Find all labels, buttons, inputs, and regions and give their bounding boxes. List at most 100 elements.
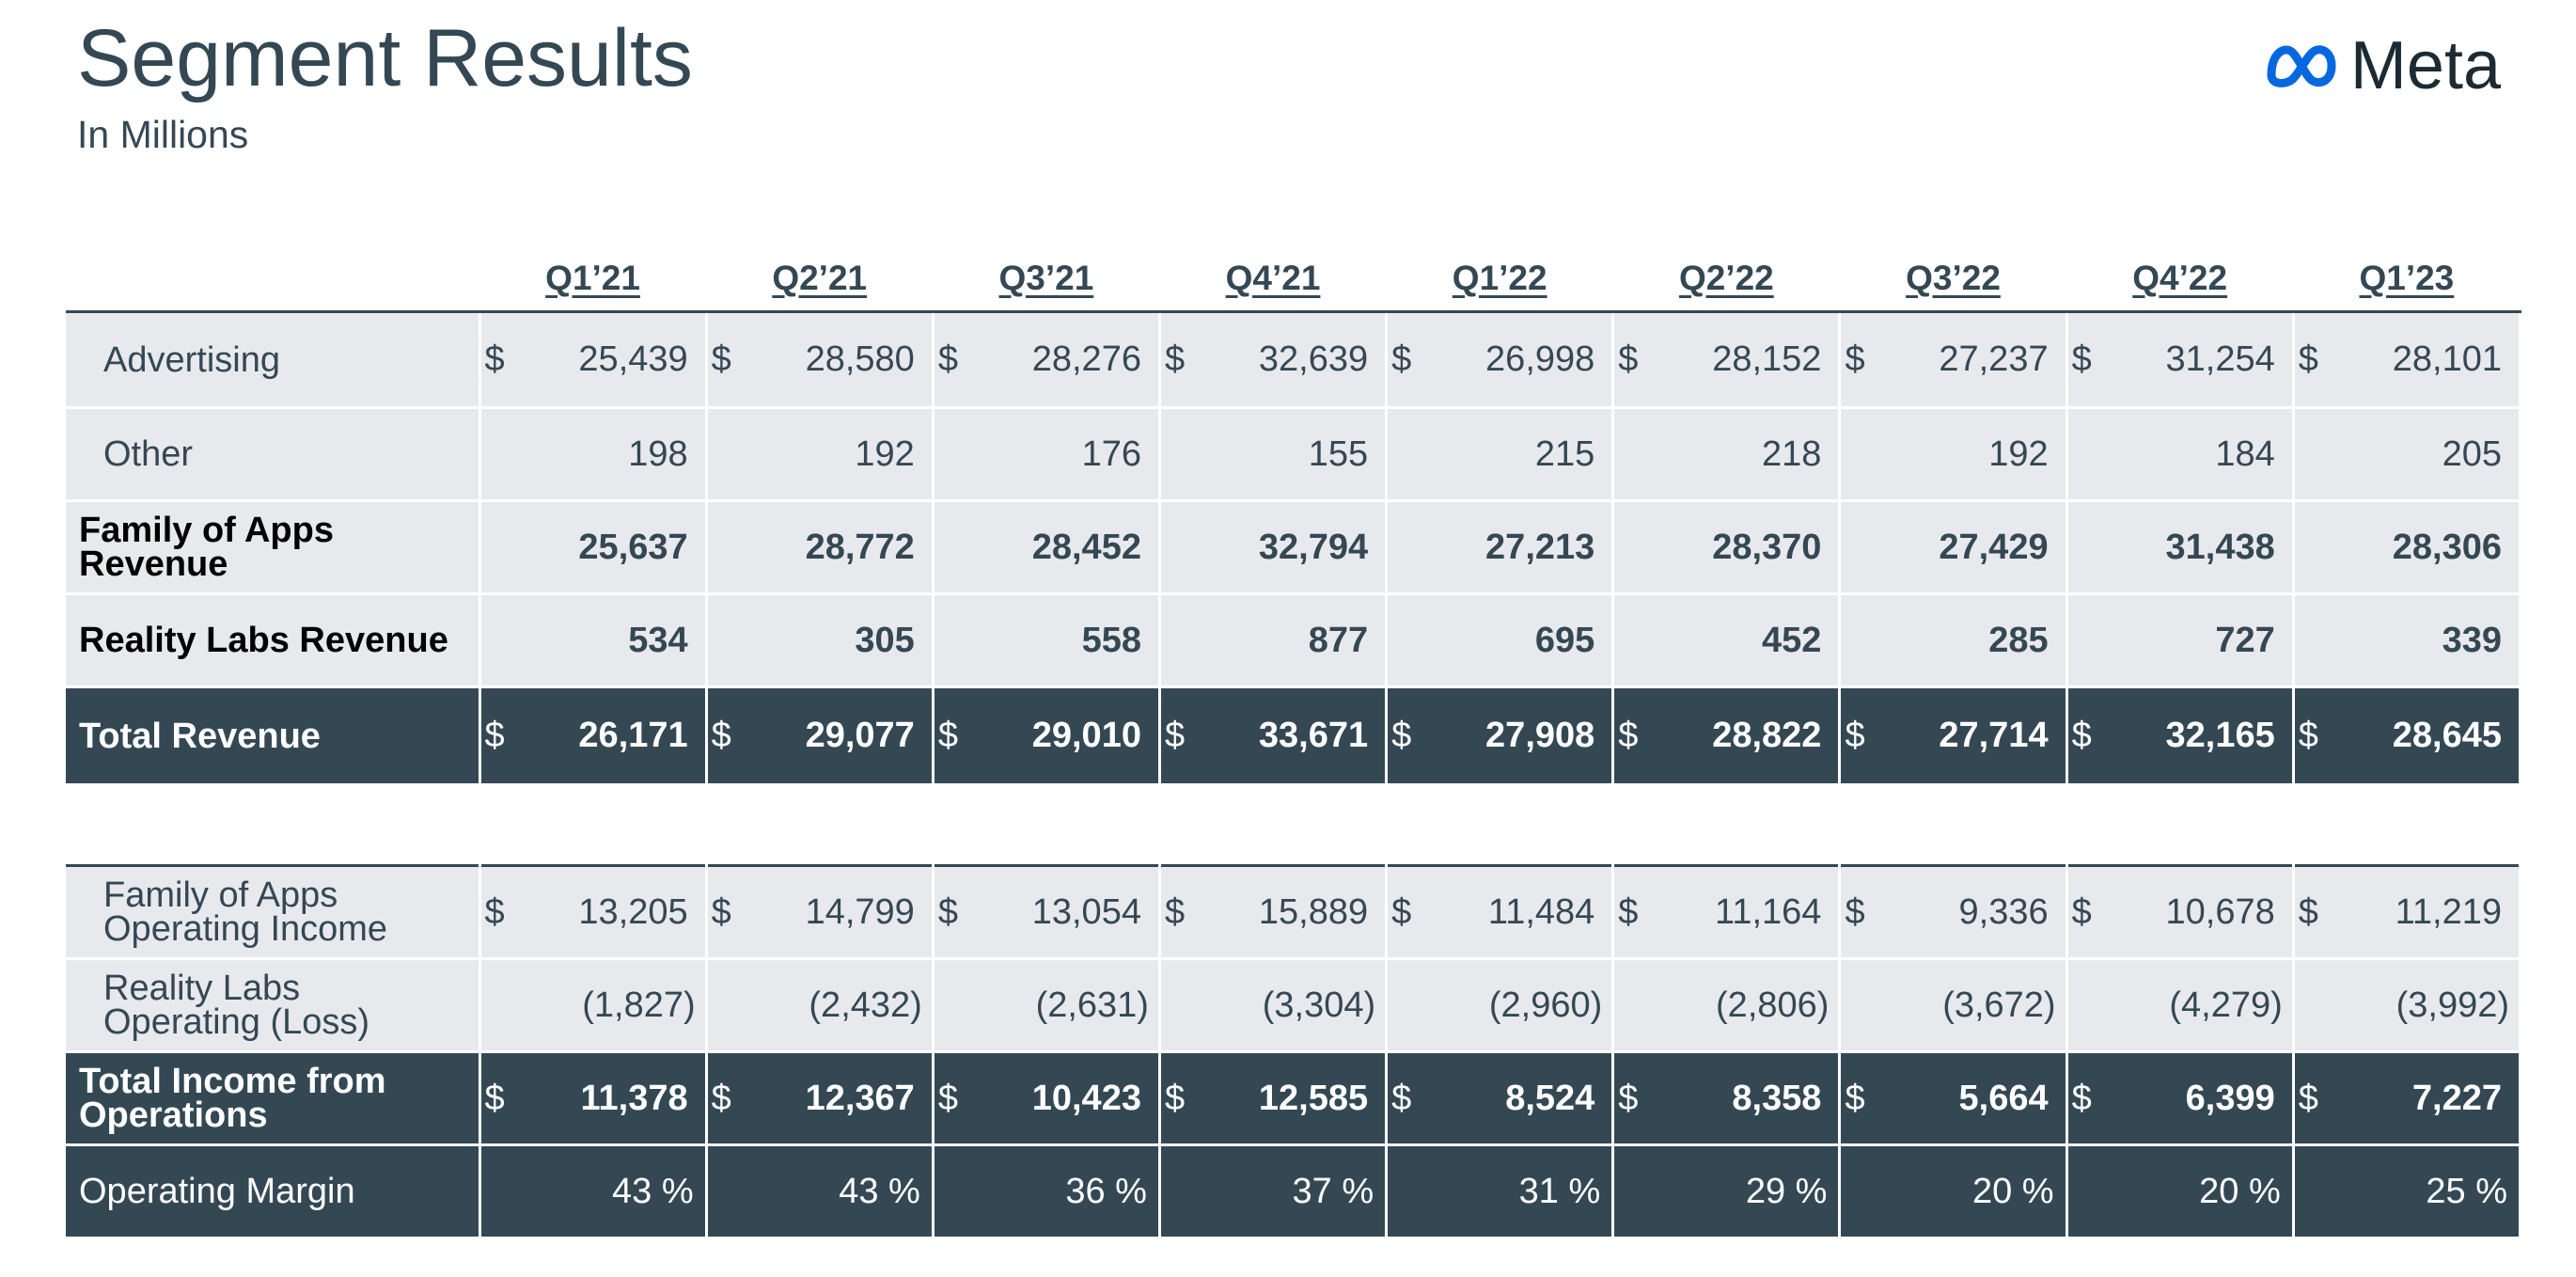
- total-row: Total Income from Operations $11,378 $12,…: [66, 1051, 2522, 1146]
- quarter-header: Q2’21: [706, 259, 934, 313]
- currency-symbol: $: [937, 891, 958, 932]
- value-cell: 155: [1159, 407, 1389, 502]
- cell-value: 558: [1081, 620, 1141, 660]
- cell-value: 28,152: [1712, 339, 1822, 379]
- cell-value: 26,171: [578, 716, 688, 755]
- currency-symbol: $: [484, 716, 505, 755]
- cell-value: (3,672): [1942, 985, 2056, 1025]
- currency-symbol: $: [1164, 339, 1186, 379]
- value-cell: 176: [933, 407, 1161, 502]
- value-cell: $12,585: [1159, 1051, 1389, 1146]
- currency-symbol: $: [2298, 716, 2318, 755]
- cell-value: 13,054: [1031, 891, 1141, 932]
- value-cell: 215: [1386, 407, 1615, 502]
- cell-value: (2,432): [809, 985, 922, 1025]
- cell-value: 28,101: [2392, 339, 2502, 379]
- value-cell: $9,336: [1839, 865, 2068, 960]
- row-label: Total Revenue: [66, 686, 481, 786]
- total-row: Total Revenue $26,171 $29,077 $29,010 $33,6…: [66, 686, 2522, 786]
- value-cell: 192: [706, 407, 935, 502]
- quarter-header: Q1’22: [1386, 259, 1613, 313]
- value-cell: 558: [933, 593, 1161, 688]
- value-cell: 32,794: [1159, 500, 1389, 595]
- currency-symbol: $: [2071, 716, 2092, 755]
- cell-value: (4,279): [2169, 985, 2283, 1025]
- quarter-header: Q1’23: [2293, 259, 2521, 313]
- quarter-header: Q1’21: [479, 259, 707, 313]
- cell-value: 10,423: [1031, 1078, 1141, 1118]
- row-label: Reality Labs Operating (Loss): [66, 958, 481, 1053]
- currency-symbol: $: [1391, 339, 1412, 379]
- cell-value: 534: [628, 620, 688, 660]
- currency-symbol: $: [711, 339, 731, 379]
- currency-symbol: $: [1618, 716, 1639, 755]
- cell-value: 33,671: [1258, 716, 1369, 755]
- value-cell: 43 %: [479, 1144, 708, 1239]
- cell-value: 218: [1762, 434, 1822, 474]
- cell-value: 192: [855, 434, 915, 474]
- value-cell: $31,254: [2066, 311, 2295, 409]
- cell-value: 9,336: [1958, 891, 2049, 932]
- currency-symbol: $: [484, 1078, 505, 1118]
- value-cell: (2,960): [1386, 958, 1615, 1053]
- currency-symbol: $: [937, 716, 958, 755]
- cell-value: 339: [2442, 620, 2502, 660]
- cell-value: 43 %: [612, 1171, 694, 1211]
- currency-symbol: $: [711, 716, 731, 755]
- cell-value: (1,827): [582, 985, 696, 1025]
- cell-value: 8,358: [1732, 1078, 1822, 1118]
- currency-symbol: $: [1391, 716, 1412, 755]
- meta-infinity-logo-icon: [2267, 45, 2336, 87]
- cell-value: 176: [1081, 434, 1141, 474]
- currency-symbol: $: [484, 339, 505, 379]
- currency-symbol: $: [2071, 1078, 2092, 1118]
- cell-value: 32,639: [1258, 339, 1369, 379]
- value-cell: (4,279): [2066, 958, 2295, 1053]
- cell-value: 13,205: [578, 891, 688, 932]
- value-cell: $32,639: [1159, 311, 1389, 409]
- value-cell: $10,678: [2066, 865, 2295, 960]
- table-row: Family of Apps Operating Income $13,205 $…: [66, 865, 2522, 960]
- meta-logo-text: Meta: [2349, 28, 2501, 103]
- value-cell: $28,152: [1612, 311, 1842, 409]
- quarter-header-row: Q1’21 Q2’21 Q3’21 Q4’21 Q1’22 Q2’22 Q3’2…: [66, 259, 2521, 313]
- value-cell: $28,645: [2293, 686, 2522, 786]
- value-cell: 695: [1386, 593, 1615, 688]
- value-cell: (3,304): [1159, 958, 1389, 1053]
- cell-value: (3,304): [1262, 985, 1376, 1025]
- currency-symbol: $: [711, 891, 731, 932]
- cell-value: 27,908: [1485, 716, 1595, 755]
- cell-value: 25,637: [578, 527, 688, 567]
- value-cell: $29,077: [706, 686, 935, 786]
- cell-value: 31 %: [1518, 1171, 1601, 1211]
- value-cell: 877: [1159, 593, 1389, 688]
- cell-value: 11,164: [1715, 891, 1822, 932]
- cell-value: 32,165: [2165, 716, 2275, 755]
- operating-income-table: Family of Apps Operating Income $13,205 $…: [66, 864, 2522, 1239]
- meta-logo: Meta: [2264, 28, 2501, 103]
- cell-value: 28,452: [1031, 527, 1141, 567]
- cell-value: 28,306: [2392, 527, 2502, 567]
- table-row: Other 198 192 176 155 215 218 192 184 205: [66, 407, 2522, 502]
- value-cell: $28,580: [706, 311, 935, 409]
- cell-value: 5,664: [1958, 1078, 2049, 1118]
- row-label: Total Income from Operations: [66, 1051, 481, 1146]
- cell-value: (2,631): [1035, 985, 1149, 1025]
- cell-value: 27,714: [1939, 716, 2049, 755]
- row-label: Reality Labs Revenue: [66, 593, 481, 688]
- cell-value: 27,213: [1485, 527, 1595, 567]
- cell-value: 25,439: [578, 339, 688, 379]
- value-cell: $8,358: [1612, 1051, 1842, 1146]
- value-cell: $15,889: [1159, 865, 1389, 960]
- value-cell: $26,998: [1386, 311, 1615, 409]
- value-cell: $28,276: [933, 311, 1161, 409]
- value-cell: 37 %: [1159, 1144, 1389, 1239]
- value-cell: $27,714: [1839, 686, 2068, 786]
- value-cell: 28,370: [1612, 500, 1842, 595]
- value-cell: 534: [479, 593, 708, 688]
- value-cell: $11,219: [2293, 865, 2522, 960]
- value-cell: 205: [2293, 407, 2522, 502]
- cell-value: 20 %: [1971, 1171, 2054, 1211]
- cell-value: (3,992): [2395, 985, 2509, 1025]
- cell-value: 205: [2442, 434, 2502, 474]
